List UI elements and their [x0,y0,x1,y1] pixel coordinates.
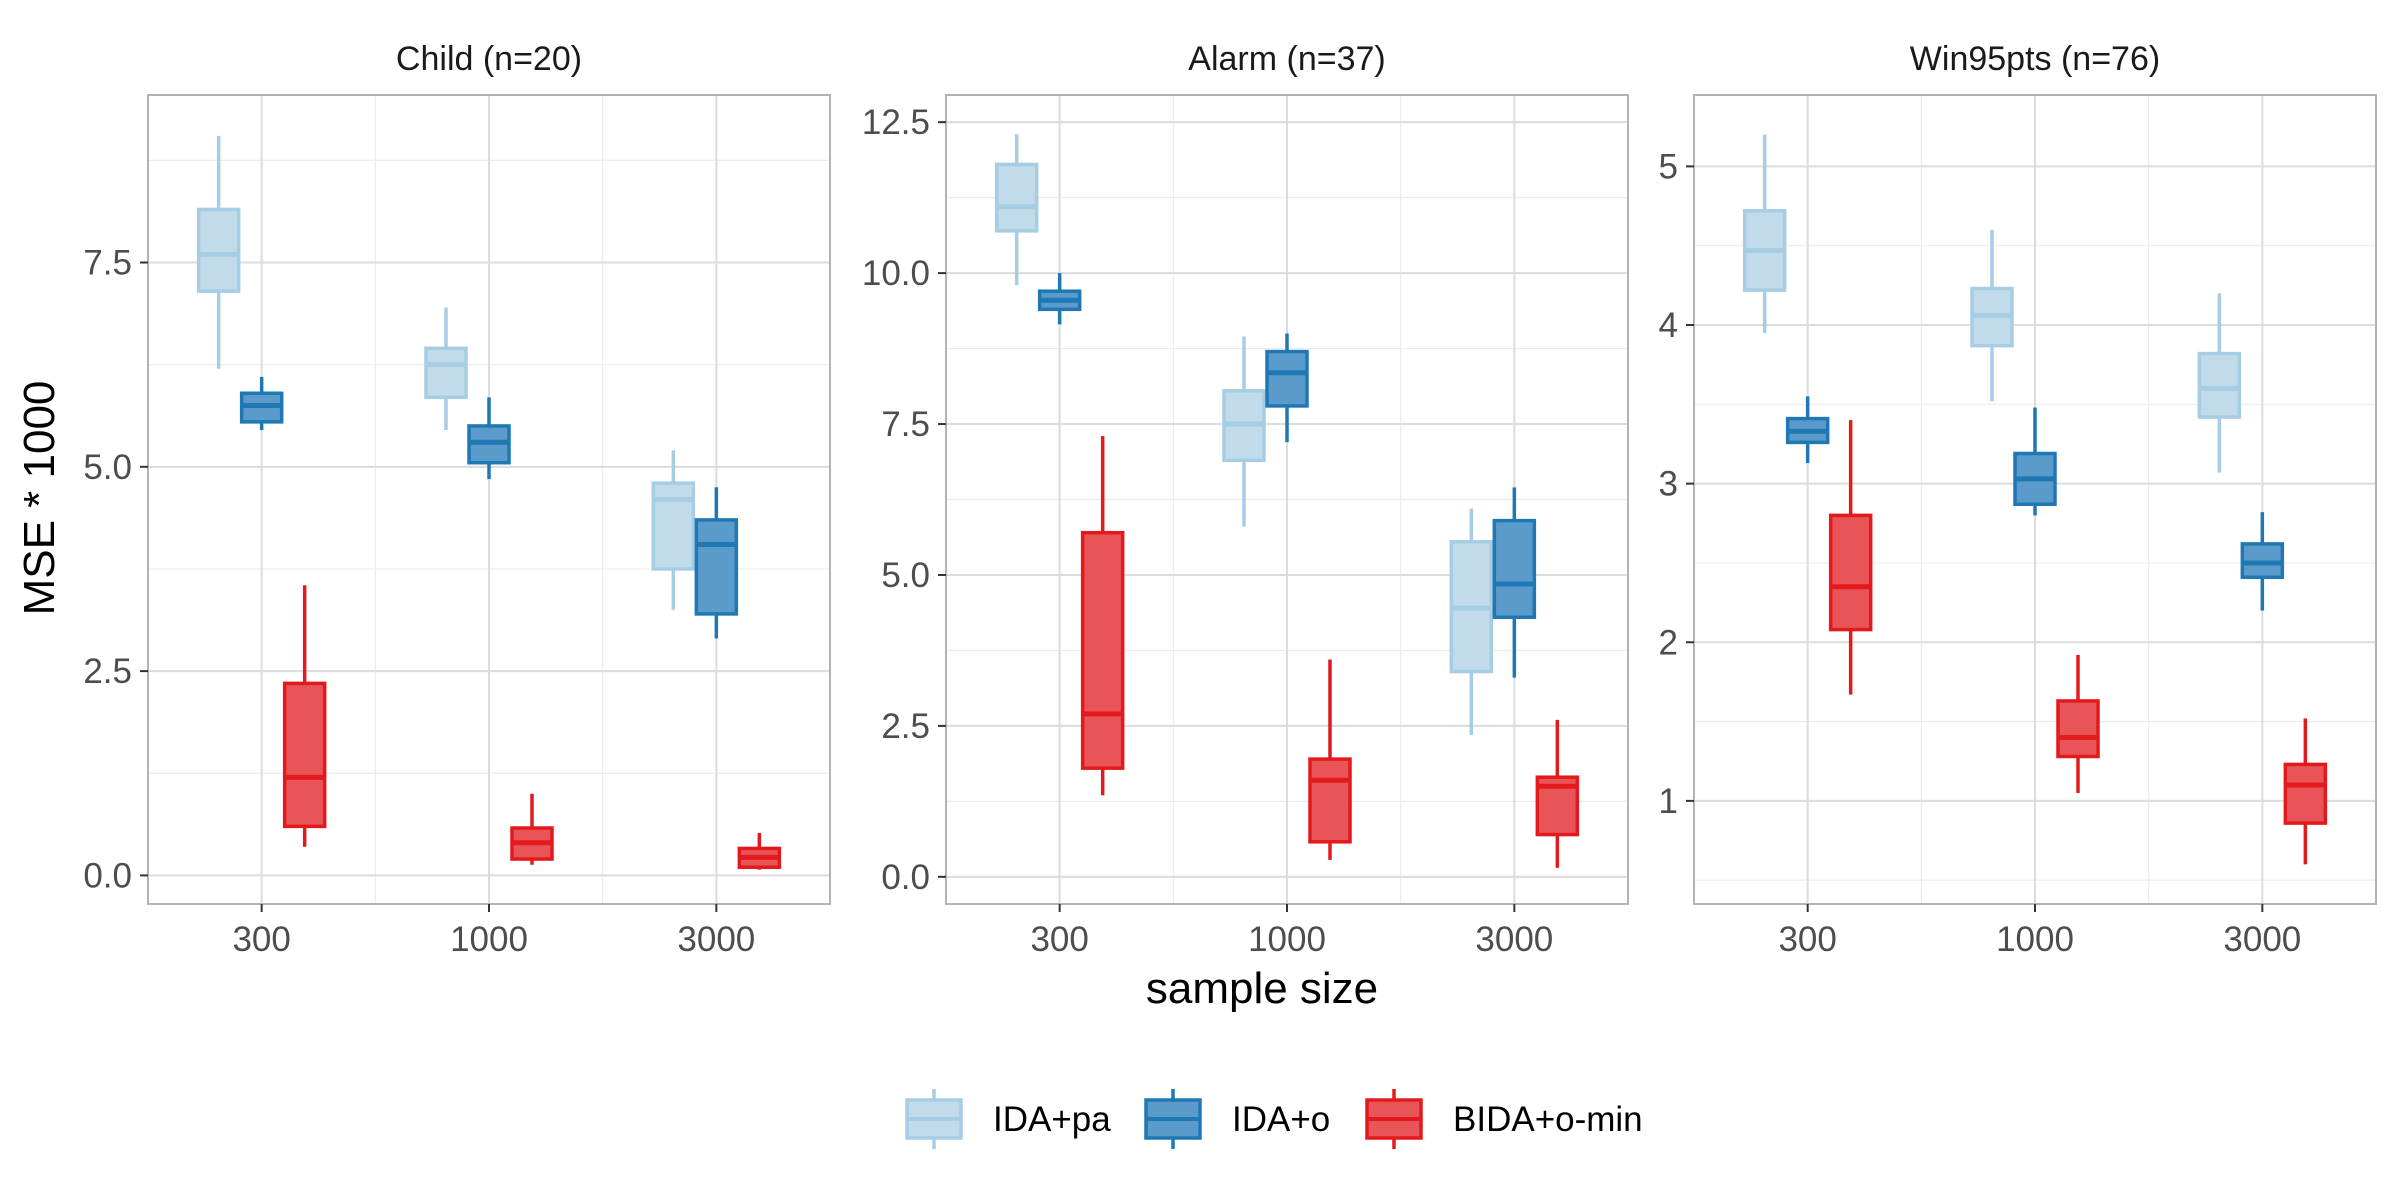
y-tick-label: 12.5 [862,103,930,142]
box-body [2056,699,2100,759]
legend-label: IDA+pa [993,1100,1111,1139]
box-body [1265,349,1309,408]
box-body [424,346,468,400]
y-tick-label: 1 [1659,782,1678,821]
panel-title: Child (n=20) [396,40,582,78]
y-tick-label: 2.5 [881,707,930,746]
x-axis-title: sample size [1146,964,1378,1013]
box-body [1492,518,1537,619]
legend-label: BIDA+o-min [1453,1100,1643,1139]
x-tick-label: 3000 [2223,920,2301,959]
box-body [1308,757,1352,844]
box-ida-pa-3000 [651,450,696,610]
box-bida-o-min-300 [1080,436,1125,796]
box-ida-pa-3000 [1449,508,1494,735]
legend-item-ida-o: IDA+o [1144,1089,1330,1149]
legend-item-bida-o-min: BIDA+o-min [1365,1089,1643,1149]
box-ida-o-300 [1037,273,1082,325]
x-tick-label: 1000 [1996,920,2074,959]
box-bida-o-min-300 [282,585,327,847]
y-tick-label: 7.5 [881,405,930,444]
x-tick-label: 300 [232,920,290,959]
y-tick-label: 5 [1659,147,1678,186]
y-tick-label: 4 [1659,306,1678,345]
box-body [2283,762,2328,825]
y-tick-label: 3 [1659,465,1678,504]
panel-2: Alarm (n=37) 0.0 2.5 5.0 7.5 10.0 12.5 300 1000 3… [862,40,1629,959]
box-ida-pa-1000 [1222,336,1266,527]
y-tick-label: 0.0 [83,856,132,895]
box-ida-o-300 [239,376,284,431]
box-ida-o-1000 [1265,333,1309,443]
box-body [994,162,1039,233]
box-bida-o-min-3000 [737,832,782,870]
box-ida-pa-300 [1742,134,1787,333]
box-ida-o-3000 [694,487,739,639]
box-ida-pa-1000 [1970,229,2014,402]
box-bida-o-min-1000 [510,793,554,865]
box-body [2197,351,2242,419]
box-ida-pa-300 [994,134,1039,286]
y-tick-label: 5.0 [881,556,930,595]
legend: IDA+pa IDA+o BIDA+o-min [905,1089,1643,1149]
box-body [196,207,241,293]
box-bida-o-min-3000 [1535,719,1580,868]
y-tick-label: 0.0 [881,858,930,897]
y-tick-label: 2.5 [83,652,132,691]
x-tick-label: 1000 [1248,920,1326,959]
x-tick-label: 3000 [1475,920,1553,959]
y-tick-label: 2 [1659,623,1678,662]
y-tick-label: 5.0 [83,448,132,487]
box-body [282,681,327,829]
box-body [651,481,696,571]
legend-label: IDA+o [1232,1100,1330,1139]
box-bida-o-min-3000 [2283,718,2328,865]
box-body [1828,513,1873,632]
legend-item-ida-pa: IDA+pa [905,1089,1111,1149]
box-ida-o-1000 [2013,407,2057,516]
box-body [1080,530,1125,770]
box-bida-o-min-1000 [1308,659,1352,860]
panel-title: Win95pts (n=76) [1910,40,2160,78]
y-tick-label: 7.5 [83,244,132,283]
box-bida-o-min-1000 [2056,654,2100,793]
x-tick-label: 300 [1030,920,1088,959]
box-ida-o-3000 [1492,487,1537,678]
box-ida-o-3000 [2240,512,2285,611]
panel-title: Alarm (n=37) [1188,40,1385,78]
x-tick-label: 3000 [677,920,755,959]
box-ida-o-1000 [467,397,511,480]
y-axis-title: MSE * 1000 [15,381,64,616]
box-body [694,518,739,616]
box-ida-pa-3000 [2197,293,2242,473]
x-tick-label: 1000 [450,920,528,959]
panel-3: Win95pts (n=76) 1 2 3 4 5 300 1000 3000 [1659,40,2377,959]
box-ida-o-300 [1785,396,1830,464]
box-bida-o-min-300 [1828,420,1873,695]
y-tick-label: 10.0 [862,254,930,293]
panel-1: Child (n=20) 0.0 2.5 5.0 7.5 300 1000 3000 [83,40,831,959]
x-tick-label: 300 [1778,920,1836,959]
box-ida-pa-300 [196,135,241,369]
box-ida-pa-1000 [424,307,468,431]
